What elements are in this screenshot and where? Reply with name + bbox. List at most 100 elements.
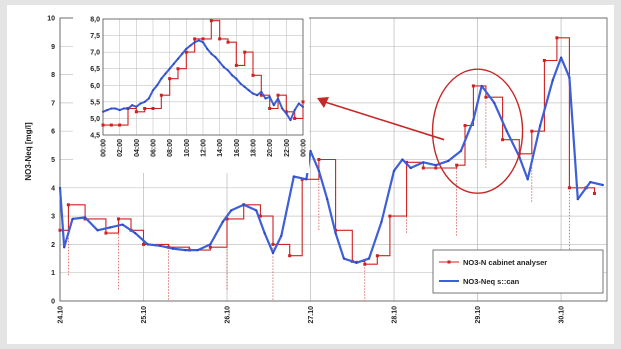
scan-point bbox=[58, 186, 62, 189]
inset-y-tick-label: 6,0 bbox=[90, 83, 100, 90]
inset-scan-point bbox=[110, 107, 113, 110]
analyser-point bbox=[434, 166, 438, 170]
inset-analyser-point bbox=[234, 63, 238, 67]
inset-analyser-point bbox=[134, 110, 138, 114]
scan-point bbox=[447, 159, 450, 163]
scan-point bbox=[71, 217, 74, 221]
scan-point bbox=[63, 246, 66, 249]
inset-analyser-point bbox=[168, 77, 172, 81]
inset-scan-point bbox=[247, 89, 250, 92]
analyser-point bbox=[66, 203, 70, 207]
inset-scan-point bbox=[156, 84, 159, 87]
main-x-tick-label: 26.10 bbox=[225, 306, 232, 324]
pointer-arrow-head bbox=[317, 97, 329, 108]
scan-point bbox=[292, 175, 295, 178]
inset-scan-point bbox=[160, 77, 163, 80]
analyser-point bbox=[208, 245, 212, 249]
inset-scan-point bbox=[127, 107, 129, 110]
scan-point bbox=[334, 231, 337, 235]
inset-scan-point bbox=[281, 107, 284, 110]
inset-analyser-point bbox=[176, 67, 180, 71]
inset-x-tick-label: 02:00 bbox=[117, 139, 124, 157]
scan-point bbox=[96, 229, 99, 232]
analyser-point bbox=[455, 163, 459, 167]
inset-scan-point bbox=[177, 57, 179, 60]
main-y-tick-label: 5 bbox=[51, 157, 55, 164]
inset-scan-point bbox=[256, 94, 259, 97]
inset-scan-point bbox=[143, 100, 146, 103]
analyser-point bbox=[567, 186, 571, 190]
scan-point bbox=[409, 166, 412, 170]
inset-scan-point bbox=[252, 92, 254, 95]
inset-analyser-point bbox=[209, 19, 213, 23]
scan-point bbox=[230, 209, 233, 212]
scan-point bbox=[380, 220, 383, 223]
inset-scan-point bbox=[260, 90, 263, 93]
scan-point bbox=[305, 178, 308, 181]
scan-point bbox=[280, 234, 283, 238]
scan-point bbox=[109, 226, 112, 229]
inset-x-tick-label: 10:00 bbox=[184, 139, 191, 157]
scan-point bbox=[472, 118, 475, 121]
scan-point bbox=[539, 124, 542, 127]
inset-scan-point bbox=[231, 74, 234, 77]
scan-point bbox=[271, 251, 275, 254]
scan-point bbox=[326, 198, 329, 201]
inset-scan-point bbox=[293, 109, 296, 112]
inset-y-tick-label: 7,0 bbox=[90, 50, 100, 57]
main-x-tick-label: 30.10 bbox=[559, 306, 566, 324]
inset-scan-point bbox=[114, 107, 117, 110]
inset-analyser-point bbox=[268, 106, 272, 110]
inset-scan-point bbox=[131, 104, 134, 107]
inset-scan-point bbox=[122, 107, 125, 110]
scan-point bbox=[121, 223, 124, 226]
main-y-tick-label: 9 bbox=[51, 44, 55, 51]
analyser-point bbox=[542, 58, 546, 62]
scan-point bbox=[505, 130, 508, 133]
main-y-axis-label: NO3-Neq [mg/l] bbox=[24, 122, 33, 181]
main-y-tick-label: 6 bbox=[51, 129, 55, 136]
inset-scan-point bbox=[214, 56, 217, 59]
analyser-point bbox=[388, 214, 392, 218]
inset-scan-point bbox=[102, 110, 104, 113]
inset-scan-point bbox=[135, 105, 138, 108]
main-plot-border bbox=[59, 17, 608, 302]
main-x-tick-label: 29.10 bbox=[475, 306, 482, 324]
scan-point bbox=[551, 79, 554, 82]
scan-point bbox=[392, 169, 396, 172]
inset-scan-point bbox=[210, 52, 213, 55]
inset-analyser-point bbox=[201, 37, 205, 41]
inset-scan-point bbox=[202, 41, 204, 44]
inset-x-tick-label: 16:00 bbox=[234, 139, 241, 157]
inset-analyser-point bbox=[101, 123, 105, 127]
inset-scan-point bbox=[277, 97, 279, 100]
main-x-tick-label: 24.10 bbox=[58, 306, 65, 324]
scan-point bbox=[263, 231, 266, 235]
main-y-tick-label: 3 bbox=[51, 214, 55, 221]
main-x-tick-label: 28.10 bbox=[392, 306, 399, 324]
inset-scan-point bbox=[197, 39, 200, 42]
scan-point bbox=[589, 181, 592, 184]
analyser-point bbox=[421, 166, 425, 170]
main-x-tick-label: 25.10 bbox=[141, 306, 148, 324]
main-y-tick-label: 2 bbox=[51, 242, 55, 249]
analyser-point bbox=[288, 254, 292, 258]
analyser-point bbox=[471, 84, 475, 88]
inset-scan-point bbox=[302, 105, 304, 108]
inset-analyser-point bbox=[184, 50, 188, 54]
legend-box bbox=[432, 249, 604, 294]
inset-y-tick-label: 4,5 bbox=[90, 133, 100, 140]
inset-analyser-point bbox=[159, 93, 163, 97]
analyser-point bbox=[592, 191, 596, 195]
scan-point bbox=[480, 84, 483, 88]
inset-scan-point bbox=[222, 66, 225, 69]
scan-point bbox=[317, 169, 320, 172]
pointer-arrow-line bbox=[324, 101, 445, 141]
scan-point bbox=[171, 247, 174, 250]
inset-scan-point bbox=[235, 77, 238, 80]
inset-analyser-point bbox=[151, 106, 155, 110]
inset-scan-point bbox=[106, 109, 109, 112]
scan-point bbox=[209, 243, 212, 246]
inset-x-tick-label: 20:00 bbox=[267, 139, 274, 157]
inset-scan-point bbox=[168, 67, 171, 70]
